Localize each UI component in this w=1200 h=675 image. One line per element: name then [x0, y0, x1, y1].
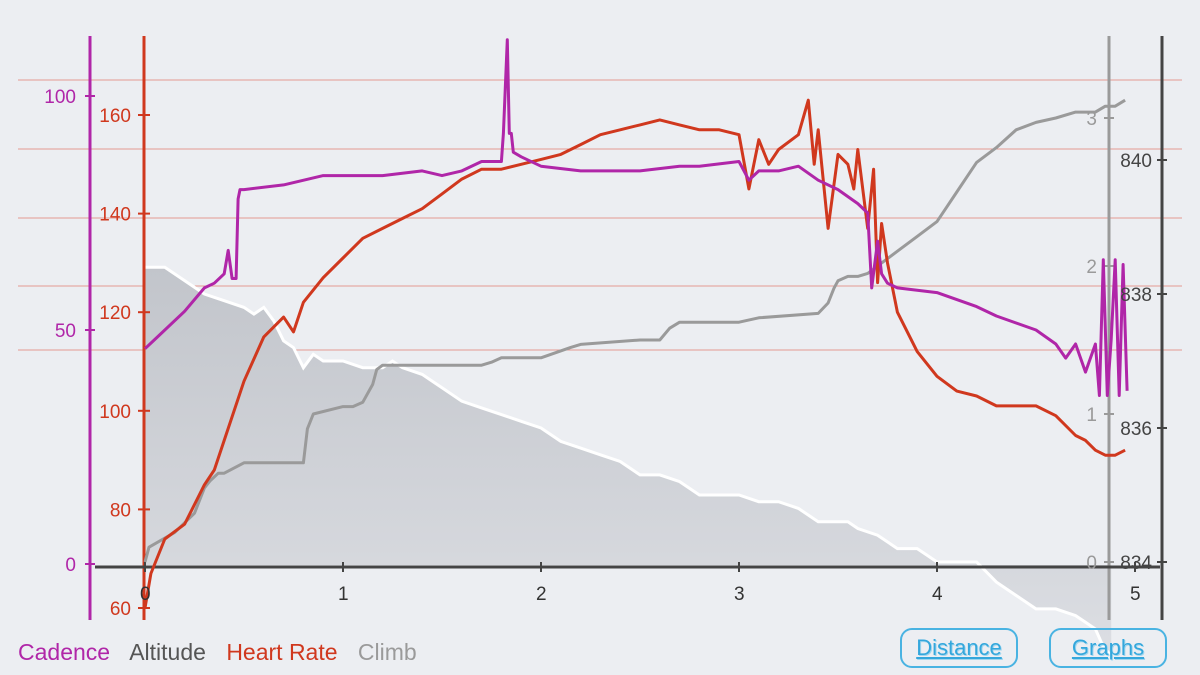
x-tick-label-5: 5	[1130, 584, 1141, 605]
legend: Cadence Altitude Heart Rate Climb	[18, 639, 431, 666]
x-tick-label-0: 0	[140, 584, 151, 605]
climb-tick-label-2: 2	[1086, 257, 1097, 278]
heart-rate-tick-label-160: 160	[99, 106, 131, 127]
legend-heart-rate: Heart Rate	[226, 639, 338, 665]
altitude-tick-label-840: 840	[1120, 151, 1152, 172]
climb-tick-label-3: 3	[1086, 109, 1097, 130]
climb-tick-label-0: 0	[1086, 553, 1097, 574]
heart-rate-tick-label-120: 120	[99, 303, 131, 324]
graphs-button[interactable]: Graphs	[1049, 628, 1167, 668]
x-tick-label-2: 2	[536, 584, 547, 605]
heart-rate-line	[143, 98, 1126, 609]
x-tick-label-1: 1	[338, 584, 349, 605]
cadence-tick-label-50: 50	[55, 321, 76, 342]
legend-altitude: Altitude	[129, 639, 206, 665]
distance-button[interactable]: Distance	[900, 628, 1018, 668]
climb-tick-label-1: 1	[1086, 405, 1097, 426]
x-tick-label-4: 4	[932, 584, 943, 605]
climb-line	[143, 98, 1126, 563]
cadence-tick-label-0: 0	[65, 555, 76, 576]
heart-rate-tick-label-60: 60	[110, 599, 131, 620]
altitude-area	[145, 265, 1113, 657]
axes	[85, 36, 1167, 620]
altitude-fill	[145, 267, 1112, 656]
cadence-tick-label-100: 100	[44, 87, 76, 108]
heart-rate-tick-label-100: 100	[99, 402, 131, 423]
tick-labels: 0 1 2 3 4 50501006080100120140160012383483683…	[44, 87, 1152, 620]
cadence-line	[143, 38, 1129, 397]
series-lines	[143, 38, 1129, 609]
altitude-outline	[145, 265, 1113, 657]
altitude-tick-label-834: 834	[1120, 553, 1152, 574]
x-tick-label-3: 3	[734, 584, 745, 605]
altitude-tick-label-838: 838	[1120, 285, 1152, 306]
heart-rate-tick-label-140: 140	[99, 205, 131, 226]
heart-rate-tick-label-80: 80	[110, 500, 131, 521]
legend-cadence: Cadence	[18, 639, 111, 665]
legend-climb: Climb	[357, 639, 417, 665]
altitude-tick-label-836: 836	[1120, 419, 1152, 440]
